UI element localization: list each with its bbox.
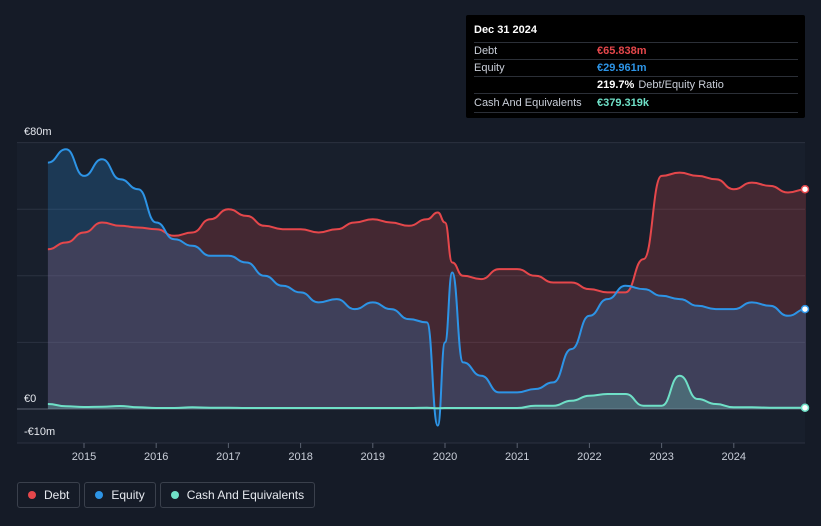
x-tick-label: 2016 [144, 451, 168, 463]
cash-line [47, 374, 806, 410]
series-lines [47, 148, 807, 427]
x-tick-label: 2021 [505, 451, 529, 463]
series-areas [47, 149, 806, 426]
legend-item-cash[interactable]: Cash And Equivalents [159, 482, 316, 508]
debt-line [47, 171, 807, 294]
tooltip-value: €29.961m [597, 62, 647, 74]
x-tick-label: 2018 [288, 451, 312, 463]
x-axis: 2015 2016 2017 2018 2019 2020 2021 2022 2023 2024 [17, 442, 805, 463]
x-tick-label: 2017 [216, 451, 240, 463]
x-tick-label: 2015 [72, 451, 96, 463]
x-tick-label: 2022 [577, 451, 601, 463]
legend-item-equity[interactable]: Equity [84, 482, 156, 508]
tooltip-label: Cash And Equivalents [474, 97, 582, 109]
x-tick-label: 2020 [433, 451, 457, 463]
tooltip-date: Dec 31 2024 [474, 24, 537, 36]
tooltip-value: 219.7% [597, 79, 635, 91]
x-tick-label: 2019 [361, 451, 385, 463]
legend-label: Cash And Equivalents [186, 488, 305, 502]
x-tick-label: 2024 [722, 451, 746, 463]
debt-endpoint [800, 184, 810, 194]
equity-endpoint [800, 304, 810, 314]
legend-label: Debt [44, 488, 70, 502]
cash-endpoint [800, 403, 810, 412]
tooltip-row-cash: Cash And Equivalents €379.319k [474, 93, 798, 113]
legend-dot [170, 491, 179, 499]
legend-item-debt[interactable]: Debt [17, 482, 81, 508]
tooltip-ratio-suffix: Debt/Equity Ratio [638, 79, 724, 91]
tooltip-value: €65.838m [597, 45, 647, 57]
debt-area [47, 172, 806, 409]
tooltip-row-equity: Equity €29.961m [474, 59, 798, 76]
tooltip-label: Equity [474, 62, 505, 74]
tooltip-row-debt: Debt €65.838m [474, 42, 798, 59]
y-label-bottom: -€10m [24, 426, 55, 438]
cash-area [47, 375, 806, 409]
tooltip: Dec 31 2024 Debt €65.838m Equity €29.961… [466, 15, 805, 118]
legend-dot [95, 491, 104, 499]
plot-background [17, 143, 805, 443]
legend-label: Equity [111, 488, 145, 502]
tooltip-label: Debt [474, 45, 498, 57]
tooltip-value: €379.319k [597, 97, 649, 109]
series-endpoints [800, 184, 810, 412]
y-label-zero: €0 [24, 393, 36, 405]
y-label-top: €80m [24, 126, 52, 138]
x-tick-label: 2023 [649, 451, 673, 463]
equity-area [47, 149, 806, 426]
equity-line [47, 148, 807, 427]
legend: Debt Equity Cash And Equivalents [17, 482, 319, 510]
tooltip-row-ratio: 219.7% Debt/Equity Ratio [474, 76, 798, 93]
legend-dot [28, 491, 36, 499]
